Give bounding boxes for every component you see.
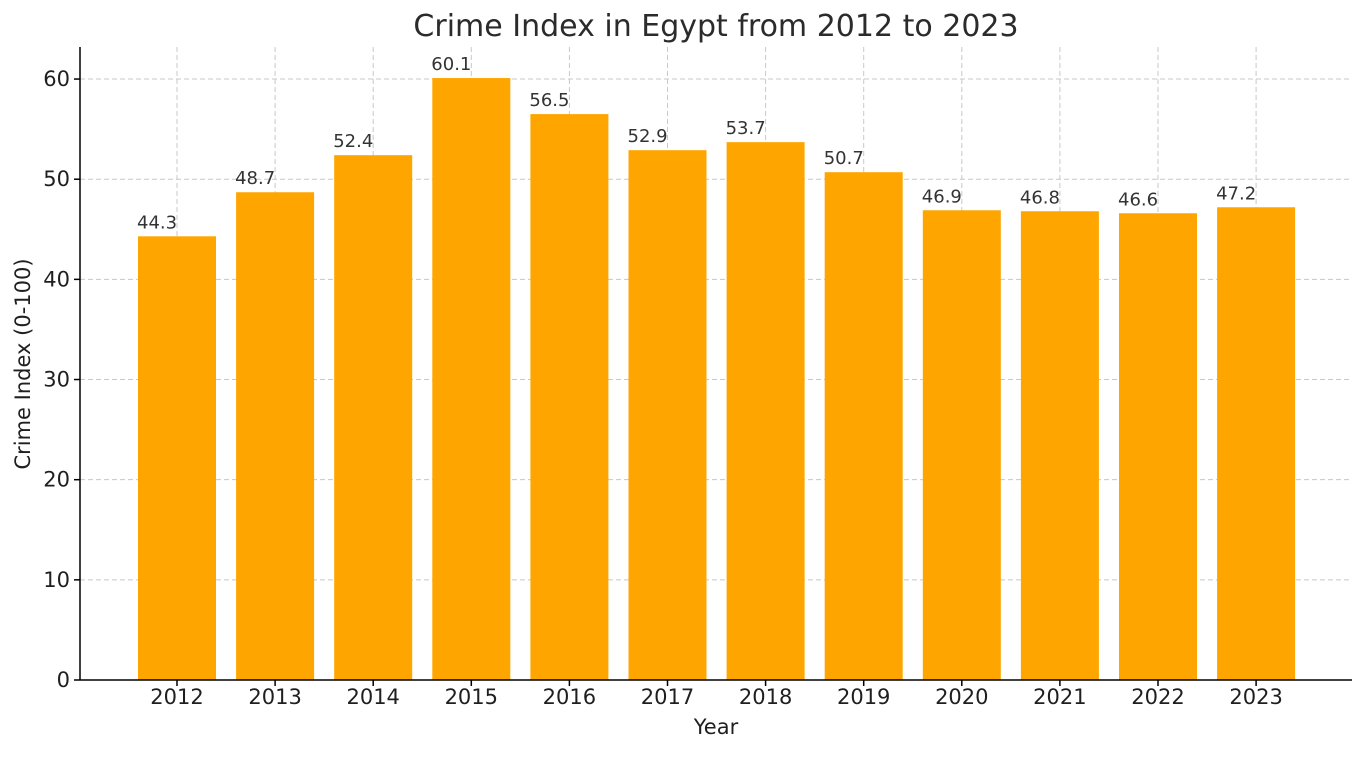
data-label-2015: 60.1 [431, 54, 471, 75]
bar-2017 [628, 150, 707, 681]
data-label-2023: 47.2 [1216, 183, 1256, 204]
data-label-2022: 46.6 [1118, 189, 1158, 210]
bar-2013 [236, 192, 315, 680]
x-tick-label-2013: 2013 [248, 685, 301, 709]
data-label-2021: 46.8 [1020, 187, 1060, 208]
chart-title: Crime Index in Egypt from 2012 to 2023 [413, 9, 1018, 44]
bar-2012 [138, 236, 216, 680]
x-tick-label-2022: 2022 [1131, 685, 1184, 709]
axes [79, 47, 1352, 681]
y-tick-label-50: 50 [43, 167, 70, 191]
data-label-2014: 52.4 [333, 131, 373, 152]
x-tick-label-2019: 2019 [837, 685, 890, 709]
x-tick-label-2016: 2016 [543, 685, 596, 709]
bar-2015 [432, 78, 511, 680]
ticks: 0 10 20 30 40 50 60 2012 2013 2014 2015 2016 2017 201… [43, 67, 1283, 709]
x-axis-label: Year [693, 715, 739, 739]
x-tick-label-2014: 2014 [346, 685, 399, 709]
data-label-2017: 52.9 [628, 126, 668, 147]
bar-2022 [1119, 213, 1197, 680]
bar-2014 [334, 155, 413, 680]
data-label-2012: 44.3 [137, 212, 177, 233]
bar-2018 [726, 142, 805, 680]
bar-2020 [922, 210, 1001, 680]
x-tick-label-2012: 2012 [150, 685, 203, 709]
data-label-2018: 53.7 [726, 118, 766, 139]
bar-2019 [824, 172, 903, 680]
y-tick-label-10: 10 [43, 568, 70, 592]
x-tick-label-2018: 2018 [739, 685, 792, 709]
data-labels: 44.3 48.7 52.4 60.1 56.5 52.9 53.7 50.7 46.9 46.8… [137, 54, 1256, 233]
y-tick-label-60: 60 [43, 67, 70, 91]
data-label-2020: 46.9 [922, 186, 962, 207]
bar-2023 [1217, 207, 1296, 680]
bar-2021 [1020, 211, 1099, 680]
data-label-2016: 56.5 [529, 90, 569, 111]
y-tick-label-20: 20 [43, 468, 70, 492]
y-tick-label-0: 0 [57, 668, 70, 692]
bars [138, 78, 1296, 681]
y-tick-label-30: 30 [43, 368, 70, 392]
y-tick-label-40: 40 [43, 267, 70, 291]
x-tick-label-2021: 2021 [1033, 685, 1086, 709]
bar-2016 [530, 114, 609, 680]
x-tick-label-2015: 2015 [445, 685, 498, 709]
x-tick-label-2017: 2017 [641, 685, 694, 709]
data-label-2013: 48.7 [235, 168, 275, 189]
x-tick-label-2020: 2020 [935, 685, 988, 709]
x-tick-label-2023: 2023 [1229, 685, 1282, 709]
data-label-2019: 50.7 [824, 148, 864, 169]
y-axis-label: Crime Index (0-100) [11, 258, 35, 469]
